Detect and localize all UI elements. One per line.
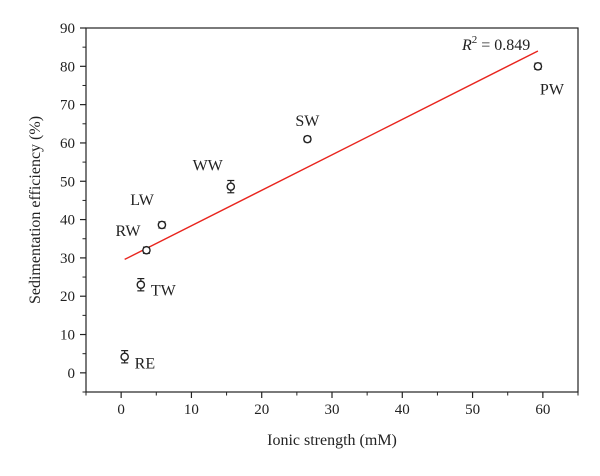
y-tick-label: 70 <box>60 98 75 114</box>
x-tick-label: 0 <box>117 402 125 418</box>
x-tick-label: 20 <box>254 402 269 418</box>
data-point <box>142 245 151 255</box>
point-label: LW <box>130 192 155 209</box>
data-point <box>136 280 146 290</box>
axis-ticks: 0 10 20 30 40 50 60 0 10 20 30 40 50 60 70 80 90 <box>60 21 579 418</box>
r2-prefix: R <box>461 37 472 54</box>
fit-line-group <box>124 50 539 261</box>
x-tick-label: 30 <box>325 402 340 418</box>
data-point <box>157 220 167 230</box>
y-tick-label: 0 <box>68 366 76 382</box>
y-tick-label: 90 <box>60 21 75 37</box>
data-point <box>303 134 312 144</box>
y-tick-label: 20 <box>60 289 75 305</box>
plot-frame <box>85 27 579 393</box>
data-point <box>120 352 129 362</box>
y-tick-label: 30 <box>60 251 75 267</box>
y-tick-label: 80 <box>60 59 75 75</box>
point-label: RW <box>116 223 142 240</box>
point-label: SW <box>295 113 320 130</box>
data-point <box>533 62 543 71</box>
point-label: PW <box>540 81 565 98</box>
x-tick-label: 60 <box>535 402 550 418</box>
x-tick-label: 40 <box>395 402 410 418</box>
y-tick-label: 50 <box>60 174 75 190</box>
point-label: WW <box>193 158 224 175</box>
x-axis-title: Ionic strength (mM) <box>267 432 397 449</box>
data-points: RE TW RW LW WW SW PW <box>116 62 565 373</box>
r2-exponent: 2 <box>472 34 478 46</box>
fit-line <box>124 50 539 261</box>
r2-annotation: R2 = 0.849 <box>461 34 530 54</box>
r2-value: = 0.849 <box>477 37 530 54</box>
x-tick-label: 50 <box>465 402 480 418</box>
x-tick-label: 10 <box>184 402 199 418</box>
y-tick-label: 60 <box>60 136 75 152</box>
y-axis-title: Sedimentation efficiency (%) <box>27 116 44 304</box>
point-label: RE <box>135 356 155 373</box>
y-tick-label: 10 <box>60 328 75 344</box>
point-label: TW <box>151 283 177 300</box>
data-point <box>226 182 236 191</box>
y-tick-label: 40 <box>60 213 75 229</box>
